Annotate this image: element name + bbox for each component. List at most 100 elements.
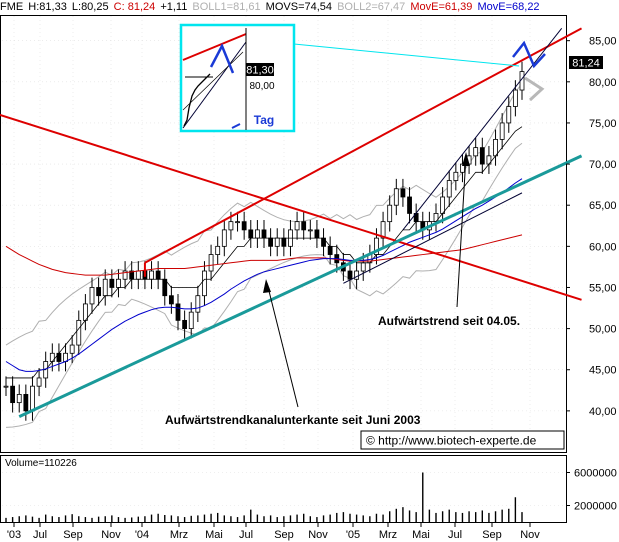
uptrend-line-lower [343, 192, 523, 284]
volume-axis: 6000000 2000000 [566, 468, 617, 513]
lower-channel-line [18, 154, 583, 418]
inset-price [183, 73, 211, 127]
price-bar-body [327, 245, 333, 255]
copyright-box [360, 430, 565, 450]
legend-boll2: BOLL2=67,47 [337, 1, 406, 13]
uptrend-line-upper [402, 28, 563, 231]
price-bar-body [102, 278, 108, 297]
price-bar-body [109, 278, 115, 288]
legend-change: +1,11 [160, 1, 188, 13]
last-price-tag: 81,24 [572, 58, 600, 70]
price-bar-body [268, 237, 274, 247]
price-bar-body [168, 295, 174, 305]
price-bar-body [135, 270, 141, 280]
copyright-text: © http://www.biotech-experte.de [366, 434, 537, 448]
price-bar-body [155, 270, 161, 280]
price-bar-body [241, 221, 247, 231]
volume-tick-label: 2000000 [574, 501, 617, 513]
price-bar-body [407, 196, 412, 214]
volume-tick-label: 6000000 [574, 468, 617, 480]
price-bar-body [354, 270, 360, 280]
legend-close: C: 81,24 [113, 1, 156, 13]
projection-gray-arrow-icon [524, 76, 545, 102]
price-bar-body [506, 106, 512, 124]
price-bar-body [360, 262, 366, 272]
time-axis: '03 Jul Sep Nov '04 Mrz Mai Jul Sep Nov '05 Mrz Mai J… [7, 522, 540, 541]
price-bar-body [208, 254, 214, 272]
legend-low: L:80,25 [71, 1, 109, 13]
price-bar-body [473, 147, 479, 157]
price-bar-body [387, 204, 393, 223]
price-bar-body [479, 147, 485, 165]
inset-ma [182, 51, 244, 111]
x-tick-label: '05 [346, 529, 360, 541]
legend-move1: MovE=61,39 [410, 1, 473, 13]
x-tick-label: Jul [448, 529, 462, 541]
price-bar-body [499, 122, 505, 140]
price-bar-body [182, 319, 188, 330]
y-tick-label: 60,00 [589, 241, 617, 253]
price-bar-body [195, 295, 201, 313]
x-tick-label: Nov [101, 529, 121, 541]
price-bar-body [202, 270, 207, 297]
x-tick-label: Jul [33, 529, 47, 541]
price-bar-body [460, 163, 465, 173]
price-bar-body [453, 171, 459, 181]
price-bar-body [116, 278, 121, 288]
inset-frame [179, 23, 296, 133]
x-tick-label: Sep [63, 529, 83, 541]
legend-movs: MOVS=74,54 [265, 1, 333, 13]
movs-line [6, 126, 523, 379]
price-bar-body [69, 344, 75, 354]
price-bar-body [347, 270, 353, 280]
upper-trend-pointer-head [462, 152, 470, 166]
price-bar-body [393, 188, 399, 206]
volume-label: Volume=110226 [5, 458, 77, 469]
move2-line [5, 178, 523, 372]
y-tick-label: 75,00 [589, 118, 617, 130]
last-price-tag-bg [569, 56, 603, 69]
price-bar-body [162, 278, 168, 297]
price-bar-body [301, 221, 307, 231]
price-bar-body [175, 303, 181, 321]
legend-move2: MovE=68,22 [477, 1, 540, 13]
projection-blue-arrow-icon [512, 40, 546, 69]
x-tick-label: '03 [7, 529, 21, 541]
x-tick-label: Mai [412, 529, 430, 541]
volume-bars [5, 472, 523, 522]
price-bar-body [76, 319, 82, 346]
price-bar-body [446, 180, 452, 198]
price-bar-body [248, 229, 254, 239]
x-tick-label: Nov [308, 529, 328, 541]
upper-trend-pointer [456, 155, 467, 308]
price-axis: 85,00 80,00 75,00 70,00 65,00 60,00 55,00 50,00… [566, 36, 617, 418]
x-tick-label: Mrz [379, 529, 397, 541]
x-tick-label: Mrz [170, 529, 188, 541]
x-tick-label: Sep [482, 529, 502, 541]
price-bar-body [294, 221, 300, 231]
price-bar-body [261, 229, 267, 239]
price-bar-body [493, 138, 498, 157]
trend-lines [0, 27, 583, 418]
price-bar-body [221, 229, 227, 247]
price-bar-body [96, 287, 102, 297]
y-tick-label: 65,00 [589, 200, 617, 212]
price-bar-body [215, 245, 221, 255]
lower-trend-pointer [266, 282, 299, 408]
y-tick-label: 45,00 [589, 365, 617, 377]
y-tick-label: 50,00 [589, 324, 617, 336]
inset-trend-red [182, 33, 247, 61]
legend-boll1: BOLL1=81,61 [192, 1, 261, 13]
price-bar-body [512, 89, 518, 107]
downtrend-line [0, 113, 582, 301]
price-bar-body [235, 221, 240, 224]
upper-trend-label: Aufwärtstrend seit 04.05. [378, 314, 520, 328]
price-bar-body [254, 229, 260, 239]
inset-price-tag-bg [246, 63, 274, 76]
inset-price-tag: 81,30 [246, 65, 274, 77]
price-bar-body [307, 229, 313, 232]
inset-arrow-icon [209, 43, 235, 74]
price-bar-body [188, 311, 194, 330]
price-bar-body [10, 385, 16, 404]
